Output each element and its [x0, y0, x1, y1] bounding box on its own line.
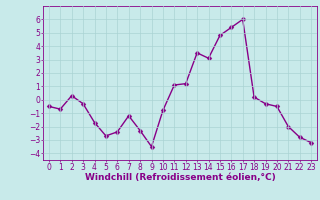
X-axis label: Windchill (Refroidissement éolien,°C): Windchill (Refroidissement éolien,°C) [84, 173, 276, 182]
